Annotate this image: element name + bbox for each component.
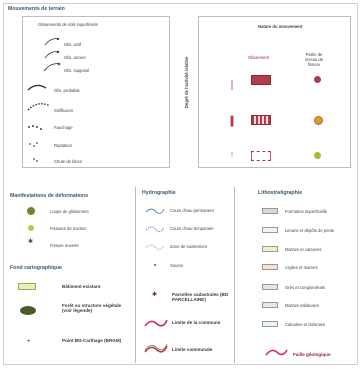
dot-deformation-1 <box>27 207 35 215</box>
swatch-litho-5 <box>262 284 278 290</box>
swatch-supposed-slide <box>251 151 271 161</box>
hydro-item-4: Source <box>170 263 184 268</box>
curve-symbol-2 <box>27 103 51 111</box>
limit-line-2 <box>144 345 168 353</box>
lithology-item-7: Calcaires et dolomies <box>285 322 326 327</box>
movement-item-5: Solifluxion <box>54 108 74 113</box>
movement-item-4: Glis. probable <box>54 88 80 93</box>
movement-item-8: Chute de blocs <box>54 159 82 164</box>
limit-line-1 <box>144 319 168 327</box>
swatch-active-slide <box>251 75 271 85</box>
swatch-litho-6 <box>262 302 278 308</box>
lithology-item-3: Marnes et calcaires <box>285 247 322 252</box>
background-item-3: Point BD-Carthage (BRGM) <box>62 338 122 343</box>
movements-panel <box>22 16 170 168</box>
movement-item-6: Fauchage <box>54 125 73 130</box>
swatch-litho-1 <box>262 208 278 214</box>
lithology-item-2: Limons et dépôts de pente <box>285 228 335 233</box>
parcel-icon: ✱ <box>152 292 158 298</box>
dot-ancient <box>314 116 323 125</box>
dot-supposed <box>314 152 321 159</box>
activity-panel <box>198 16 351 168</box>
movement-item-7: Reptation <box>54 143 72 148</box>
curve-symbol-1 <box>27 84 47 91</box>
forest-ellipse-icon <box>20 306 36 315</box>
hydro-item-3: Zone de suintement <box>170 244 208 249</box>
background-title: Fond cartographique <box>10 265 62 271</box>
lithology-item-4: Argiles et marnes <box>285 265 318 270</box>
lithology-item-6: Marnes sableuses <box>285 303 319 308</box>
swatch-ancient-slide <box>251 115 271 125</box>
dot-deformation-2 <box>28 225 34 231</box>
swatch-litho-4 <box>262 264 278 270</box>
hydro-title: Hydrographie <box>142 190 176 196</box>
movements-subtitle: Glissements de sols superficiels <box>38 22 98 27</box>
movements-title: Mouvements de terrain <box>8 6 65 12</box>
deformation-item-1: Loupe de glissement <box>50 209 89 214</box>
star-icon: ✱ <box>28 239 34 245</box>
movement-item-2: Glis. ancien <box>64 55 86 60</box>
hydro-item-2: Cours d'eau temporaire <box>170 226 214 231</box>
aux-item-3: Limite communale <box>172 347 213 352</box>
aux-item-2: Limite de la commune <box>172 320 221 325</box>
swatch-litho-7 <box>262 321 278 327</box>
swatch-litho-3 <box>262 246 278 252</box>
lithology-fault-label: Faille géologique <box>293 352 331 357</box>
hydro-panel <box>135 187 235 363</box>
point-icon: + <box>27 339 31 345</box>
deformation-title: Manifestations de déformations <box>10 193 89 199</box>
activity-col1: Glissement <box>248 55 269 60</box>
deformation-item-2: Fissures de traction <box>50 226 87 231</box>
movement-item-1: Glis. actif <box>64 42 82 47</box>
background-item-2: Forêt ou structure végétale (voir légend… <box>62 303 122 313</box>
lithology-item-5: Grès et conglomérats <box>285 285 326 290</box>
activity-col2: Partie de niveau de fissure <box>304 52 324 67</box>
aux-item-1: Parcelles cadastrales (BD PARCELLAIRE) <box>172 292 229 302</box>
lithology-item-1: Formation superficielle <box>285 209 328 214</box>
dot-active <box>314 76 321 83</box>
hydro-item-1: Cours d'eau permanent <box>170 208 214 213</box>
deformation-item-3: Fissure ouverte <box>50 243 79 248</box>
background-item-1: Bâtiment existant <box>62 284 101 289</box>
lithology-title: Lithostratigraphie <box>258 190 303 196</box>
movement-item-3: Glis. supposé <box>64 68 90 73</box>
fault-line <box>265 349 288 356</box>
swatch-litho-2 <box>262 227 278 233</box>
activity-title: Nature du mouvement <box>258 24 303 29</box>
swatch-building <box>18 283 36 290</box>
map-legend-frame <box>3 3 358 365</box>
